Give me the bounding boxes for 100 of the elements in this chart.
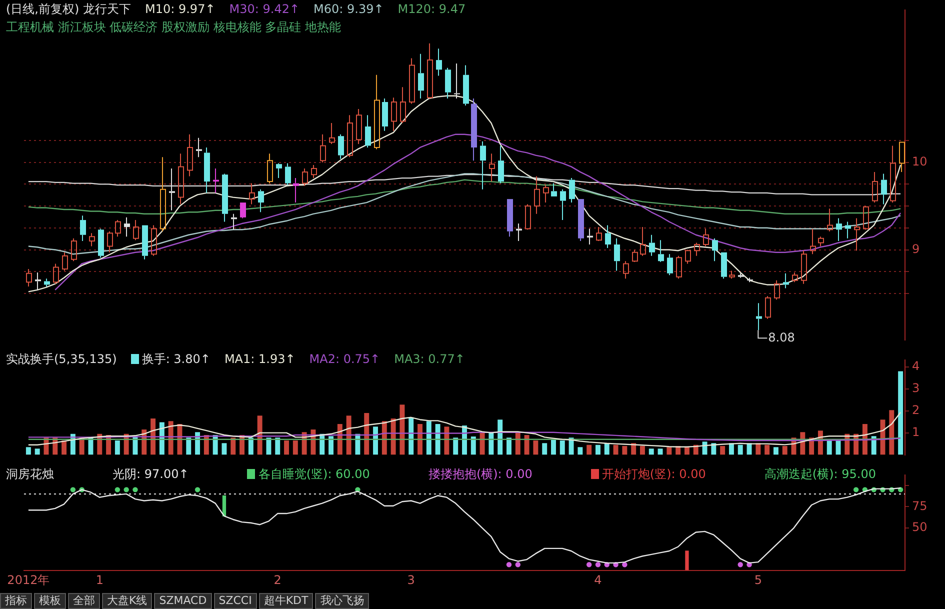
legend-label: 开始打炮(竖): 0.00 [602, 467, 706, 481]
annotation: 8.08 [768, 330, 795, 344]
y-tick-label: 75 [912, 498, 928, 513]
bar [435, 424, 440, 455]
y-tick-label: 3 [912, 380, 920, 395]
y-tick-label: 1 [912, 424, 920, 439]
x-tick-label: 4 [594, 572, 602, 587]
candlestick [276, 162, 282, 179]
candlestick [507, 199, 513, 238]
candlestick [178, 153, 184, 205]
bar [222, 443, 227, 455]
bar [488, 432, 494, 455]
candlestick [222, 173, 228, 222]
text: MA3: 0.77↑ [394, 352, 465, 366]
bar [658, 448, 663, 455]
series-label: 高潮迭起(横): 95.00 [764, 467, 876, 481]
text: M30: 9.42↑ [229, 2, 300, 16]
y-tick-label: 50 [912, 520, 928, 534]
candlestick [249, 182, 255, 205]
bar [470, 436, 476, 455]
bar [648, 448, 654, 455]
bar [533, 440, 538, 455]
bar [373, 426, 378, 455]
bar [26, 447, 31, 455]
text: 大盘K线 [102, 593, 152, 609]
candlestick [890, 145, 896, 204]
text: 搂搂抱抱(横): 0.00 [428, 467, 532, 481]
candlestick [480, 140, 486, 190]
bar [230, 438, 236, 455]
candlestick [534, 176, 540, 214]
bar [889, 410, 894, 455]
bar [114, 440, 120, 455]
candlestick [854, 218, 860, 252]
candlestick [836, 218, 842, 242]
candlestick [258, 188, 264, 213]
text: M60: 9.39↑ [314, 2, 384, 16]
bar [453, 438, 458, 455]
bar [542, 443, 548, 455]
candlestick [338, 134, 344, 160]
bar [622, 446, 628, 455]
candlestick [285, 162, 291, 186]
candlestick [347, 114, 353, 158]
candlestick [614, 238, 620, 272]
bar [292, 440, 298, 455]
candlestick [658, 240, 664, 262]
text: 指标 [0, 593, 32, 609]
candlestick [445, 67, 451, 99]
bar [498, 420, 503, 455]
candlestick [196, 137, 202, 158]
candlestick [382, 98, 388, 132]
bar [284, 440, 290, 455]
bar [782, 446, 788, 455]
bar [346, 416, 352, 455]
candlestick [320, 134, 326, 163]
candlestick [374, 74, 380, 150]
bar [684, 447, 690, 455]
text: SZCCI [214, 593, 257, 609]
candlestick [489, 153, 495, 182]
candlestick [756, 302, 762, 331]
candlestick [356, 108, 362, 144]
bar [426, 421, 432, 455]
candlestick [605, 224, 611, 248]
candlestick [365, 114, 371, 148]
candlestick [640, 226, 646, 256]
candlestick [667, 254, 673, 276]
bar [266, 438, 272, 455]
candlestick [747, 277, 753, 283]
bar [524, 435, 530, 455]
candlestick [845, 221, 851, 239]
chart-title: 洞房花烛 [6, 466, 54, 482]
bar [248, 438, 254, 455]
bar [578, 447, 583, 455]
bar [400, 404, 405, 455]
text: SZMACD [154, 593, 212, 609]
bar [666, 447, 672, 455]
candlestick [569, 178, 575, 204]
bar [720, 446, 726, 455]
bar [586, 444, 592, 455]
text: 工程机械 浙江板块 低碳经济 股权激励 核电核能 多晶硅 地热能 [6, 19, 342, 35]
text: M120: 9.47 [398, 2, 466, 16]
bar [560, 440, 565, 455]
legend-label: 各自睡觉(竖): 60.00 [258, 467, 370, 481]
bar [738, 444, 743, 455]
candlestick [187, 134, 193, 177]
bar [506, 438, 512, 455]
bar [604, 443, 610, 455]
legend-label: 换手: 3.80↑ [142, 352, 210, 366]
candlestick [463, 64, 469, 106]
text: MA1: 1.93↑ [224, 352, 296, 366]
bar [898, 371, 904, 455]
candlestick [89, 232, 95, 247]
bar [34, 448, 40, 455]
candlestick [142, 225, 148, 260]
candlestick [427, 42, 433, 99]
candlestick [240, 202, 246, 219]
bar [702, 442, 708, 455]
candlestick [267, 153, 273, 184]
chart-title: 实战换手(5,35,135) [6, 351, 117, 367]
bar [773, 447, 778, 455]
candlestick [160, 156, 166, 232]
